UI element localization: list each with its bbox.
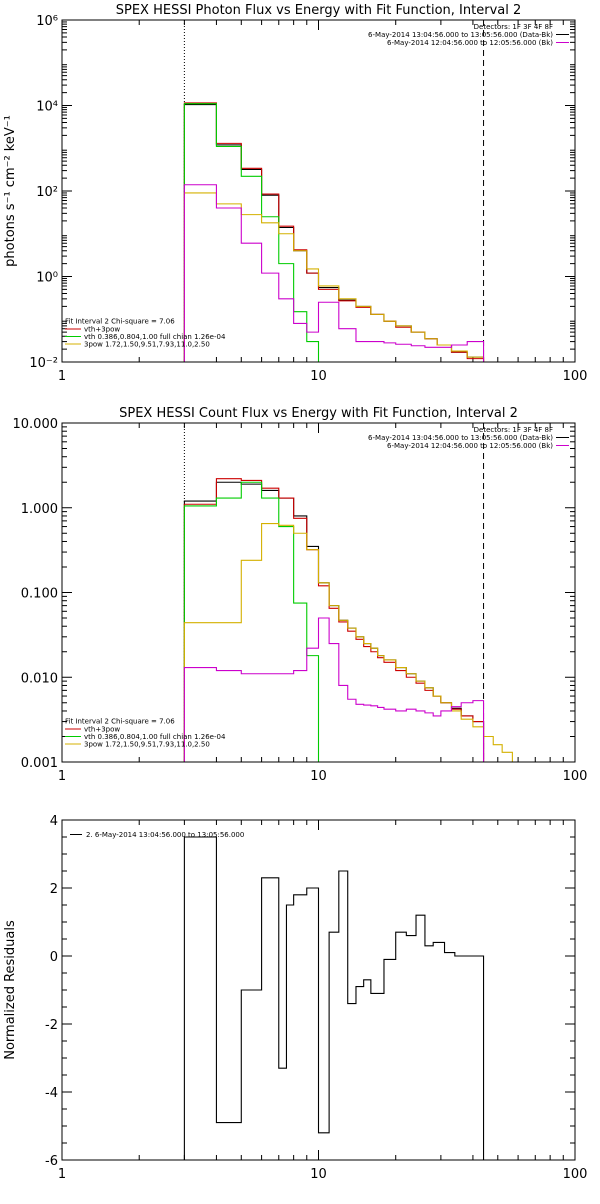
- series-4-line: [183, 617, 485, 762]
- y-axis-label: Normalized Residuals: [3, 920, 18, 1060]
- y-tick-label: -2: [45, 1018, 58, 1033]
- plot-frame: [61, 422, 576, 763]
- legend-entry: 6-May-2014 13:04:56.000 to 13:05:56.000 …: [368, 31, 553, 39]
- legend-entry: Detectors: 1F 3F 4F 8F: [474, 426, 553, 434]
- fit-legend-entry: vth 0.386,0.804,1.00 full chian 1.26e-04: [84, 333, 226, 341]
- y-tick-label: 10⁶: [36, 14, 58, 29]
- y-tick-label: 10⁰: [36, 271, 58, 286]
- series-3-line: [183, 523, 528, 762]
- series-2-line: [183, 481, 320, 762]
- y-tick-label: 10²: [36, 185, 58, 200]
- x-tick-label: 10: [310, 1167, 327, 1182]
- x-tick-label: 100: [563, 1167, 588, 1182]
- residual-legend-entry: 2. 6-May-2014 13:04:56.000 to 13:05:56.0…: [86, 831, 244, 839]
- legend-entry: 6-May-2014 12:04:56.000 to 12:05:56.000 …: [387, 442, 553, 450]
- series-1-line: [183, 102, 485, 362]
- x-tick-label: 1: [58, 1167, 66, 1182]
- y-tick-label: 0.100: [21, 587, 58, 602]
- legend-entry: 6-May-2014 12:04:56.000 to 12:05:56.000 …: [387, 39, 553, 47]
- residuals-panel: Normalized Residuals 1 10 100 4 2 0 -2 -4 -6 2. 6-…: [3, 814, 587, 1182]
- y-tick-label: 4: [50, 814, 58, 829]
- legend-entry: 6-May-2014 13:04:56.000 to 13:05:56.000 …: [368, 434, 553, 442]
- fit-legend-entry: 3pow 1.72,1.50,9.51,7.93,11.0,2.50: [84, 341, 210, 349]
- fit-legend-entry: vth 0.386,0.804,1.00 full chian 1.26e-04: [84, 733, 226, 741]
- fit-legend-entry: 3pow 1.72,1.50,9.51,7.93,11.0,2.50: [84, 741, 210, 749]
- y-tick-label: 10⁴: [36, 100, 58, 115]
- y-tick-label: 10⁻²: [29, 356, 58, 371]
- y-tick-label: -6: [45, 1154, 58, 1169]
- y-tick-label: 10.000: [13, 417, 59, 432]
- fit-legend-entry: vth+3pow: [84, 726, 120, 734]
- y-tick-label: -4: [45, 1086, 58, 1101]
- x-tick-label: 1: [58, 769, 66, 784]
- y-axis-label: photons s⁻¹ cm⁻² keV⁻¹: [3, 115, 18, 267]
- y-tick-label: 2: [50, 882, 58, 897]
- chart-title: SPEX HESSI Photon Flux vs Energy with Fi…: [116, 3, 522, 18]
- y-tick-label: 1.000: [21, 502, 58, 517]
- y-tick-label: 0.010: [21, 671, 58, 686]
- y-tick-label: 0: [50, 950, 58, 965]
- x-tick-label: 10: [310, 769, 327, 784]
- series-3-line: [183, 192, 519, 362]
- x-tick-label: 1: [58, 369, 66, 384]
- x-tick-label: 10: [310, 369, 327, 384]
- fit-legend-header: Fit Interval 2 Chi-square = 7.06: [65, 718, 175, 726]
- series-1-line: [183, 478, 485, 762]
- fit-legend-header: Fit Interval 2 Chi-square = 7.06: [65, 318, 175, 326]
- plot-frame: [61, 819, 576, 1161]
- x-tick-label: 100: [563, 369, 588, 384]
- chart-title: SPEX HESSI Count Flux vs Energy with Fit…: [119, 406, 518, 421]
- legend-entry: Detectors: 1F 3F 4F 8F: [474, 23, 553, 31]
- x-tick-label: 100: [563, 769, 588, 784]
- fit-legend-entry: vth+3pow: [84, 326, 120, 334]
- photon-flux-panel: SPEX HESSI Photon Flux vs Energy with Fi…: [3, 3, 587, 384]
- series-4-line: [183, 184, 485, 362]
- y-tick-label: 0.001: [21, 756, 58, 771]
- count-flux-panel: SPEX HESSI Count Flux vs Energy with Fit…: [13, 406, 588, 784]
- series-0-line: [183, 481, 485, 762]
- series-0-line: [183, 836, 485, 1160]
- plot-frame: [61, 19, 576, 363]
